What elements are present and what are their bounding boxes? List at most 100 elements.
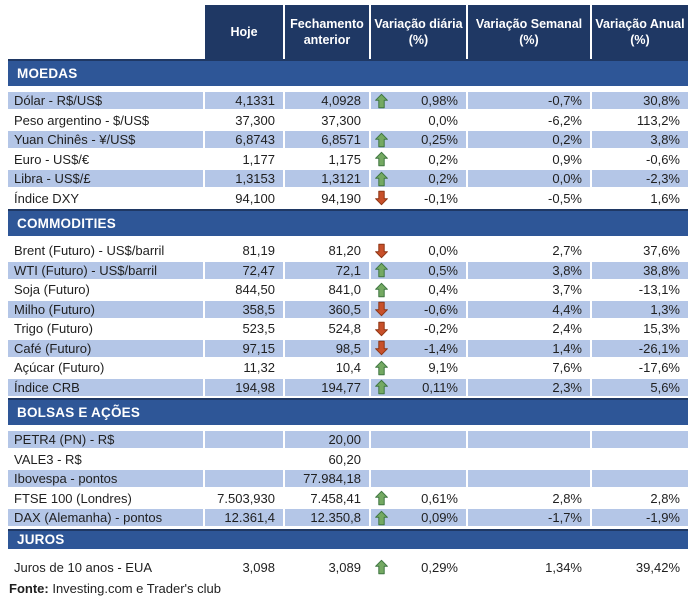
trend-arrow-slot: [375, 171, 388, 186]
cell-hoje: 1,177: [242, 151, 275, 167]
cell-variacao-diaria: 0,2%: [371, 170, 466, 187]
table-header: Hoje Fechamento anterior Variação diária…: [8, 5, 688, 59]
cell-variacao-anual: 1,6%: [650, 190, 680, 206]
cell-variacao-semanal: 3,8%: [468, 261, 590, 279]
cell-hoje: 844,50: [235, 282, 275, 297]
down-arrow-icon: [375, 190, 388, 206]
section-header-commodities: COMMODITIES: [8, 209, 688, 236]
down-arrow-icon: [375, 321, 388, 336]
cell-variacao-semanal: [468, 470, 590, 487]
corner-cell: [8, 5, 203, 59]
up-arrow-icon: [375, 379, 388, 395]
cell-variacao-diaria: -1,4%: [371, 339, 466, 357]
source-text: Investing.com e Trader's club: [48, 580, 222, 596]
trend-arrow-slot: [375, 379, 388, 395]
cell-fechamento-anterior: 12.350,8: [285, 509, 369, 526]
table-row: Libra - US$/£ 1,3153 1,3121 0,2% 0,0% -2…: [8, 170, 688, 187]
column-header-hoje: Hoje: [205, 5, 283, 59]
table-row: Dólar - R$/US$ 4,1331 4,0928 0,98% -0,7%…: [8, 92, 688, 109]
cell-variacao-anual: 30,8%: [592, 92, 688, 109]
row-label: Índice CRB: [8, 378, 203, 396]
cell-fechamento-anterior: 1,175: [328, 151, 361, 167]
cell-variacao-diaria: 0,25%: [371, 131, 466, 148]
cell-variacao-semanal: 2,3%: [468, 378, 590, 396]
cell-fechamento-anterior: 1,3121: [285, 170, 369, 187]
trend-arrow-slot: [375, 190, 388, 206]
cell-variacao-semanal: -0,7%: [468, 92, 590, 109]
cell-variacao-diaria: [371, 470, 466, 487]
table-section: COMMODITIES Brent (Futuro) - US$/barril …: [8, 209, 688, 396]
cell-fechamento-anterior: 6,8571: [285, 131, 369, 148]
cell-variacao-diaria: 0,29%: [371, 559, 466, 576]
cell-hoje: 81,19: [242, 243, 275, 258]
cell-fechamento-anterior: 77.984,18: [285, 470, 369, 487]
cell-variacao-semanal: 1,4%: [468, 339, 590, 357]
variacao-diaria-value: 0,0%: [428, 112, 458, 128]
variacao-diaria-value: 0,2%: [428, 151, 458, 167]
cell-fechamento-anterior: 72,1: [285, 261, 369, 279]
cell-hoje: 11,32: [243, 360, 275, 375]
cell-hoje: 523,5: [242, 321, 275, 336]
variacao-diaria-value: -1,4%: [424, 340, 458, 356]
variacao-diaria-value: -0,1%: [424, 190, 458, 206]
up-arrow-icon: [375, 262, 388, 278]
row-label: Índice DXY: [14, 190, 80, 206]
up-arrow-icon: [375, 132, 388, 147]
section-rows: Brent (Futuro) - US$/barril 81,19 81,20 …: [8, 242, 688, 396]
cell-fechamento-anterior: 194,77: [285, 378, 369, 396]
cell-variacao-anual: 37,6%: [643, 243, 680, 258]
cell-hoje: 37,300: [235, 112, 275, 128]
cell-variacao-diaria: 0,5%: [371, 261, 466, 279]
cell-variacao-anual: -0,6%: [646, 151, 680, 167]
row-label: Dólar - R$/US$: [8, 92, 203, 109]
trend-arrow-slot: [375, 510, 388, 525]
cell-fechamento-anterior: 94,190: [321, 190, 361, 206]
trend-arrow-slot: [375, 282, 388, 297]
table-row: VALE3 - R$ 60,20: [8, 451, 688, 468]
up-arrow-icon: [375, 559, 388, 575]
cell-hoje: 194,98: [205, 378, 283, 396]
cell-fechamento-anterior: 81,20: [328, 243, 361, 258]
cell-fechamento-anterior: 841,0: [328, 282, 361, 297]
row-label: Soja (Futuro): [14, 282, 90, 297]
row-label: DAX (Alemanha) - pontos: [8, 509, 203, 526]
cell-hoje: 97,15: [205, 339, 283, 357]
table-row: Índice CRB 194,98 194,77 0,11% 2,3% 5,6%: [8, 378, 688, 396]
trend-arrow-slot: [375, 93, 388, 108]
table-row: Juros de 10 anos - EUA 3,098 3,089 0,29%…: [8, 559, 688, 576]
trend-arrow-slot: [375, 490, 388, 506]
cell-variacao-semanal: 2,4%: [552, 321, 582, 336]
cell-hoje: 94,100: [235, 190, 275, 206]
up-arrow-icon: [375, 151, 388, 167]
cell-fechamento-anterior: 98,5: [285, 339, 369, 357]
cell-variacao-diaria: -0,6%: [371, 300, 466, 318]
variacao-diaria-value: 0,29%: [421, 559, 458, 575]
cell-hoje: [205, 451, 283, 468]
row-label: PETR4 (PN) - R$: [8, 431, 203, 448]
row-label: Brent (Futuro) - US$/barril: [14, 243, 165, 258]
cell-variacao-diaria: 0,61%: [371, 490, 466, 507]
down-arrow-icon: [375, 340, 388, 356]
cell-variacao-semanal: [468, 451, 590, 468]
table-row: Ibovespa - pontos 77.984,18: [8, 470, 688, 487]
cell-variacao-anual: -1,9%: [592, 509, 688, 526]
cell-fechamento-anterior: 20,00: [285, 431, 369, 448]
column-header-variacao-anual: Variação Anual (%): [592, 5, 688, 59]
variacao-diaria-value: 0,2%: [428, 171, 458, 186]
row-label: Yuan Chinês - ¥/US$: [8, 131, 203, 148]
row-label: Milho (Futuro): [8, 300, 203, 318]
cell-variacao-anual: 39,42%: [635, 559, 680, 575]
cell-variacao-anual: 1,3%: [592, 300, 688, 318]
cell-variacao-semanal: 2,8%: [552, 490, 582, 506]
trend-arrow-slot: [375, 132, 388, 147]
table-row: WTI (Futuro) - US$/barril 72,47 72,1 0,5…: [8, 261, 688, 279]
row-label: Juros de 10 anos - EUA: [14, 559, 153, 575]
cell-hoje: 358,5: [205, 300, 283, 318]
cell-variacao-diaria: [371, 451, 466, 468]
cell-variacao-anual: [592, 470, 688, 487]
cell-variacao-anual: 3,8%: [592, 131, 688, 148]
row-label: Café (Futuro): [8, 339, 203, 357]
row-label: Libra - US$/£: [8, 170, 203, 187]
cell-hoje: 6,8743: [205, 131, 283, 148]
section-header-moedas: MOEDAS: [8, 59, 688, 86]
